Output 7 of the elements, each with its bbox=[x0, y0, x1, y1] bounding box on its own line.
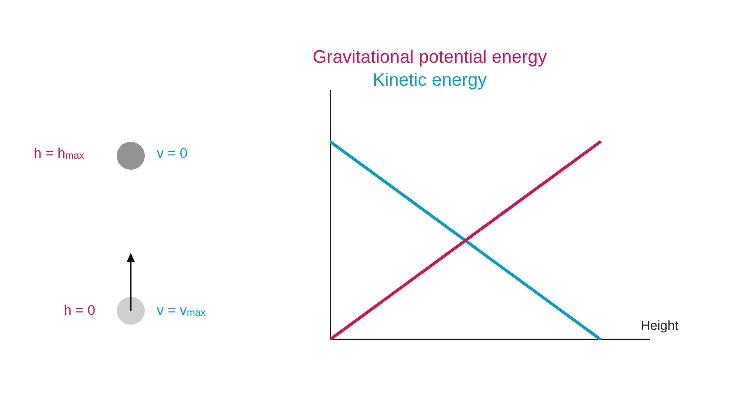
text: Kinetic energy bbox=[372, 69, 488, 92]
text: v = 0 bbox=[157, 145, 188, 161]
text: h = 0 bbox=[64, 302, 96, 318]
x-axis-title: Height bbox=[641, 318, 679, 333]
text: h = h$_{max}$ bbox=[34, 145, 84, 162]
annotation: v = v$_{max}$ bbox=[157, 302, 206, 319]
text: Gravitational potential energy bbox=[312, 46, 548, 69]
